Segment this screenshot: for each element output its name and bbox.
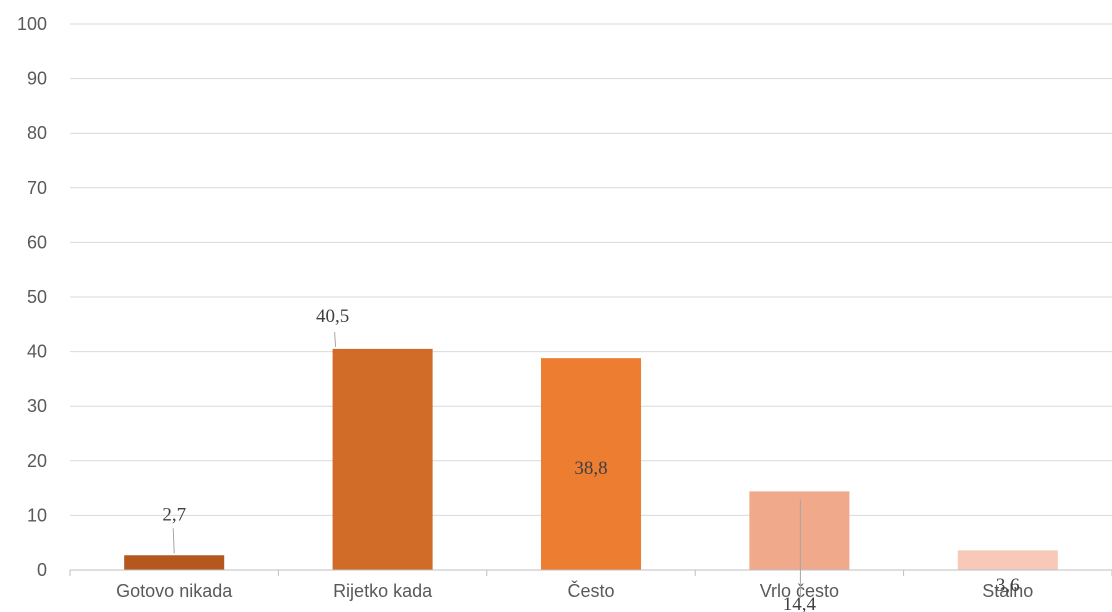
y-tick-label: 60 (27, 232, 47, 252)
data-label: 3,6 (996, 575, 1020, 596)
y-tick-label: 100 (17, 14, 47, 34)
y-tick-label: 50 (27, 287, 47, 307)
x-category-label: Rijetko kada (333, 581, 433, 601)
y-tick-label: 70 (27, 178, 47, 198)
data-label: 14,4 (783, 594, 817, 612)
x-axis: Gotovo nikada Rijetko kada Često Vrlo često… (69, 569, 1112, 601)
bar-gotovo-nikada (124, 555, 225, 570)
data-labels: 2,7 40,5 38,8 14,4 3,6 (162, 306, 1019, 612)
y-tick-label: 30 (27, 396, 47, 416)
y-tick-label: 0 (37, 560, 47, 580)
y-tick-label: 90 (27, 69, 47, 89)
y-tick-label: 80 (27, 123, 47, 143)
y-tick-label: 20 (27, 451, 47, 471)
data-label: 38,8 (574, 458, 607, 479)
data-label-leader-line (172, 528, 175, 554)
x-category-label: Vrlo često (760, 581, 839, 601)
y-tick-label: 40 (27, 342, 47, 362)
data-label: 2,7 (162, 504, 186, 525)
bar-rijetko-kada (332, 348, 433, 570)
x-category-label: Stalno (982, 581, 1033, 601)
bars (124, 348, 1058, 570)
bar-stalno (957, 550, 1058, 570)
data-label-leader-line (334, 331, 337, 347)
bar-često (540, 358, 642, 570)
data-label: 40,5 (316, 306, 349, 327)
x-category-label: Često (567, 580, 614, 601)
y-axis-ticks: 0 10 20 30 40 50 60 70 80 90 100 (17, 14, 47, 580)
gridlines (70, 23, 1112, 516)
bar-vrlo-često (749, 491, 850, 570)
x-category-label: Gotovo nikada (116, 581, 233, 601)
y-tick-label: 10 (27, 505, 47, 525)
